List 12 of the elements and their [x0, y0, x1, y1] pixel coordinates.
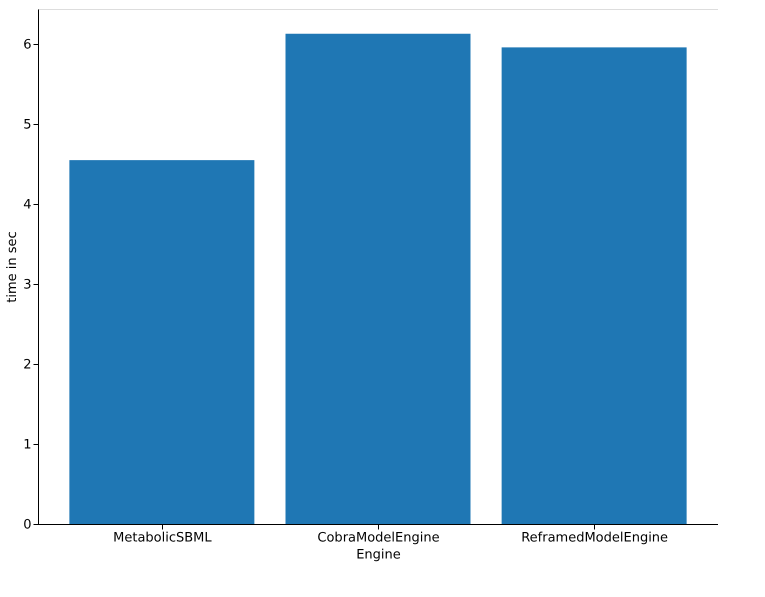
y-tick-label: 1: [23, 438, 32, 453]
x-tick-label: CobraModelEngine: [317, 530, 440, 546]
x-axis-title: Engine: [356, 548, 401, 562]
y-tick-label: 5: [23, 118, 32, 133]
y-tick-label: 0: [23, 518, 32, 532]
x-tick-label: ReframedModelEngine: [521, 530, 668, 546]
y-tick-label: 3: [23, 278, 32, 293]
y-tick-label: 2: [23, 358, 32, 373]
x-tick-label: MetabolicSBML: [113, 530, 212, 546]
y-tick-label: 6: [23, 38, 32, 53]
y-axis-title: time in sec: [5, 231, 20, 303]
y-tick-label: 4: [23, 198, 32, 213]
